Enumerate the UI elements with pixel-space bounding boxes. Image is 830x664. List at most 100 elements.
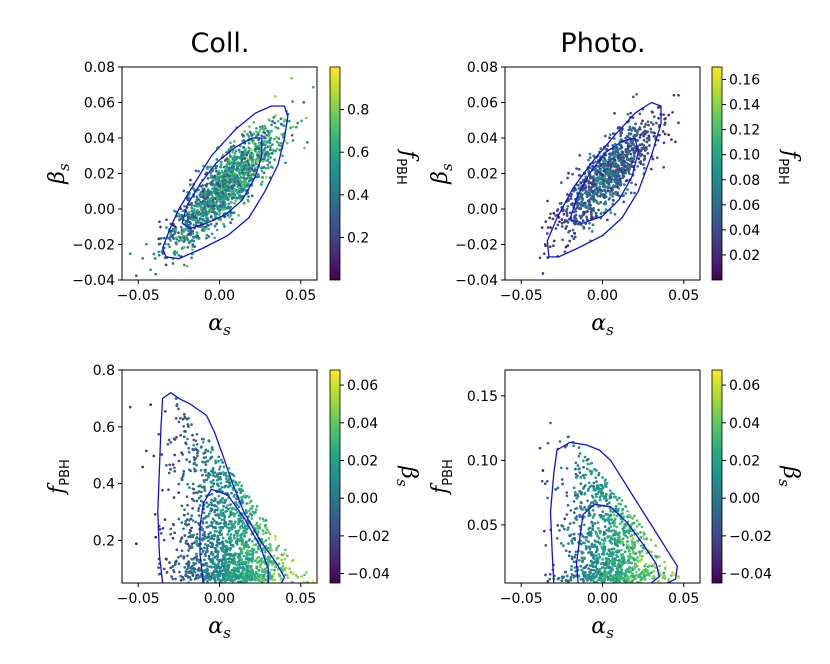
scatter-point [203,546,206,550]
scatter-point [257,172,260,176]
scatter-point [599,200,603,204]
scatter-point [183,566,187,569]
scatter-point [162,538,166,542]
scatter-point [233,202,236,205]
scatter-point [629,132,632,136]
scatter-points [128,397,315,583]
scatter-point [584,565,588,568]
scatter-point [209,541,212,545]
scatter-point [235,569,238,573]
scatter-point [190,571,193,575]
scatter-point [237,518,241,522]
scatter-point [246,157,249,160]
scatter-point [296,575,300,579]
scatter-point [220,169,224,173]
scatter-point [203,552,207,556]
scatter-point [587,545,591,549]
scatter-point [231,169,235,172]
scatter-point [206,449,210,453]
scatter-point [247,545,251,549]
y-tick-label: 0.2 [93,533,115,549]
scatter-point [610,180,613,184]
scatter-point [220,485,224,489]
scatter-point [621,507,625,511]
scatter-point [670,574,673,577]
scatter-point [167,438,171,442]
scatter-point [237,529,240,533]
scatter-point [239,166,243,170]
scatter-point [596,559,600,562]
scatter-point [218,468,221,471]
scatter-point [613,158,616,162]
scatter-point [303,573,306,577]
scatter-point [592,486,596,490]
scatter-point [144,242,148,246]
scatter-point [612,199,615,202]
scatter-point [197,169,200,173]
scatter-point [642,163,645,166]
scatter-point [224,477,228,480]
scatter-point [626,188,629,191]
scatter-point [222,574,226,577]
scatter-point [195,443,199,446]
scatter-point [594,574,598,578]
scatter-point [615,146,619,149]
scatter-point [283,557,287,561]
scatter-point [611,192,615,195]
scatter-point [609,495,613,499]
scatter-point [203,212,206,216]
scatter-point [643,125,646,129]
scatter-point [251,569,255,573]
scatter-point [588,564,592,567]
scatter-point [175,251,179,254]
scatter-point [542,529,546,533]
scatter-point [637,157,641,160]
scatter-point [256,530,260,534]
scatter-point [207,471,210,475]
scatter-point [574,461,578,465]
scatter-point [225,549,229,553]
scatter-point [582,465,585,469]
colorbar-tick-label: 0.06 [729,198,760,214]
colorbar-frame [329,66,341,281]
scatter-point [234,149,238,153]
scatter-point [210,469,213,473]
scatter-point [250,139,254,142]
y-axis-label: βs [45,163,73,185]
scatter-point [223,207,227,211]
colorbar-tick-label: 0.08 [729,173,760,189]
x-tick-label: 0.05 [668,288,699,304]
scatter-point [625,529,629,533]
scatter-point [595,554,598,558]
scatter-point [627,142,631,146]
scatter-point [250,578,254,582]
colorbar-tick-label: 0.12 [729,123,760,139]
scatter-point [192,561,196,565]
scatter-point [204,463,208,467]
scatter-point [174,241,178,244]
scatter-point [167,471,171,475]
scatter-point [161,488,164,492]
scatter-point [622,525,626,529]
scatter-point [195,536,199,539]
scatter-point [592,161,595,165]
scatter-point [247,561,250,564]
scatter-point [265,133,269,137]
scatter-point [657,105,661,109]
scatter-point [232,144,236,148]
scatter-point [241,139,245,143]
scatter-point [209,222,213,226]
scatter-point [606,189,610,193]
scatter-point [209,480,213,484]
scatter-point [180,238,183,242]
scatter-point [582,226,586,230]
scatter-point [586,573,590,577]
scatter-point [200,209,204,212]
scatter-point [596,170,600,174]
scatter-point [585,467,589,471]
scatter-point [240,180,243,184]
scatter-point [191,557,195,561]
scatter-point [226,182,229,186]
scatter-point [199,490,203,494]
scatter-point [256,561,259,565]
